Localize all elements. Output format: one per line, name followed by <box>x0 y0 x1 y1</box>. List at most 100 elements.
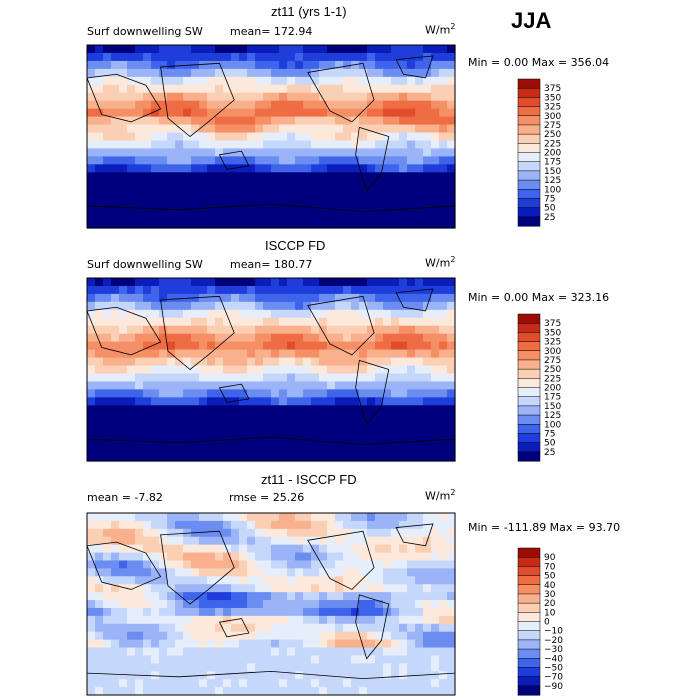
map-cell <box>287 132 296 142</box>
map-cell <box>95 172 104 181</box>
map-cell <box>319 124 328 134</box>
map-cell <box>95 317 104 327</box>
map-cell <box>111 607 120 617</box>
map-cell <box>183 341 192 351</box>
map-cell <box>207 124 216 134</box>
map-cell <box>231 445 240 454</box>
map-cell <box>383 301 392 311</box>
map-cell <box>151 357 160 367</box>
map-cell <box>95 663 104 672</box>
map-cell <box>431 212 440 221</box>
map-cell <box>151 188 160 197</box>
map-cell <box>271 445 280 454</box>
map-cell <box>119 513 128 522</box>
map-cell <box>423 647 432 657</box>
map-cell <box>295 397 304 406</box>
coastline-path <box>218 150 250 170</box>
map-cell <box>439 293 448 303</box>
map-cell <box>431 405 440 414</box>
map-cell <box>319 445 328 454</box>
map-cell <box>143 341 152 351</box>
map-cell <box>239 453 248 462</box>
map-cell <box>399 45 408 54</box>
map-cell <box>303 357 312 367</box>
map-cell <box>327 325 336 335</box>
map-cell <box>159 373 168 383</box>
map-cell <box>311 140 320 150</box>
map-cell <box>327 333 336 343</box>
map-cell <box>231 325 240 335</box>
map-cell <box>407 140 416 150</box>
map-cell <box>103 293 112 303</box>
map-cell <box>151 405 160 414</box>
map-cell <box>447 204 456 213</box>
map-cell <box>223 317 232 327</box>
map-cell <box>167 132 176 142</box>
map-cell <box>327 560 336 569</box>
map-cell <box>279 365 288 375</box>
map-cell <box>223 663 232 672</box>
map-cell <box>335 92 344 102</box>
map-cell <box>367 528 376 538</box>
map-cell <box>311 220 320 229</box>
map-cell <box>119 381 128 390</box>
map-cell <box>159 405 168 414</box>
map-cell <box>295 309 304 319</box>
map-cell <box>215 687 224 696</box>
map-cell <box>199 373 208 383</box>
map-cell <box>223 212 232 221</box>
map-cell <box>367 631 376 641</box>
map-cell <box>311 544 320 554</box>
map-cell <box>159 100 168 110</box>
map-cell <box>191 397 200 406</box>
map-cell <box>111 172 120 181</box>
colorbar-tick-label: 275 <box>544 121 561 131</box>
map-cell <box>415 365 424 375</box>
map-cell <box>439 623 448 633</box>
map-cell <box>399 188 408 197</box>
map-cell <box>383 552 392 562</box>
map-cell <box>391 623 400 633</box>
map-cell <box>159 544 168 554</box>
map-cell <box>175 639 184 649</box>
map-cell <box>143 68 152 78</box>
map-cell <box>415 220 424 229</box>
map-cell <box>183 560 192 569</box>
map-cell <box>399 349 408 359</box>
map-cell <box>183 84 192 94</box>
map-cell <box>207 513 216 522</box>
map-cell <box>351 429 360 438</box>
map-cell <box>175 301 184 311</box>
coastline-path <box>395 55 434 79</box>
map-cell <box>415 584 424 593</box>
map-cell <box>159 560 168 569</box>
map-cell <box>287 333 296 343</box>
map-cell <box>135 68 144 78</box>
map-cell <box>431 389 440 398</box>
map-cell <box>95 92 104 102</box>
map-cell <box>351 623 360 633</box>
map-cell <box>303 317 312 327</box>
map-cell <box>231 45 240 54</box>
units-exponent: 2 <box>450 255 456 264</box>
map-cell <box>191 212 200 221</box>
map-cell <box>311 164 320 173</box>
map-cell <box>231 528 240 538</box>
map-cell <box>351 116 360 126</box>
map-cell <box>191 568 200 577</box>
map-cell <box>87 124 96 134</box>
colorbar-swatch <box>517 170 541 181</box>
map-cell <box>367 196 376 205</box>
map-cell <box>103 592 112 601</box>
colorbar-swatch <box>517 124 541 135</box>
map-cell <box>87 584 96 593</box>
map-cell <box>87 437 96 446</box>
map-cell <box>343 536 352 546</box>
map-cell <box>351 381 360 390</box>
map-cell <box>415 132 424 142</box>
map-cell <box>367 520 376 530</box>
map-cell <box>271 172 280 181</box>
map-cell <box>271 663 280 672</box>
map-cell <box>351 68 360 78</box>
map-cell <box>223 124 232 134</box>
